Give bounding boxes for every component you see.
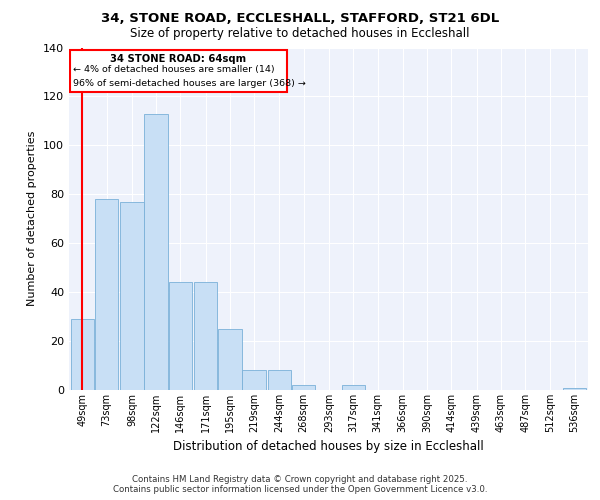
Bar [169,282,192,390]
Bar [268,370,291,390]
Bar [218,329,242,390]
Bar [292,385,316,390]
Bar [563,388,586,390]
Text: Contains HM Land Registry data © Crown copyright and database right 2025.
Contai: Contains HM Land Registry data © Crown c… [113,474,487,494]
Bar [242,370,266,390]
Bar [341,385,365,390]
Y-axis label: Number of detached properties: Number of detached properties [28,131,37,306]
Bar [194,282,217,390]
Text: 34 STONE ROAD: 64sqm: 34 STONE ROAD: 64sqm [110,54,247,64]
Text: ← 4% of detached houses are smaller (14): ← 4% of detached houses are smaller (14) [73,66,275,74]
Bar [70,50,287,92]
Bar [145,114,168,390]
X-axis label: Distribution of detached houses by size in Eccleshall: Distribution of detached houses by size … [173,440,484,454]
Bar [95,199,118,390]
Text: Size of property relative to detached houses in Eccleshall: Size of property relative to detached ho… [130,28,470,40]
Bar [120,202,143,390]
Text: 96% of semi-detached houses are larger (368) →: 96% of semi-detached houses are larger (… [73,78,306,88]
Bar [71,319,94,390]
Text: 34, STONE ROAD, ECCLESHALL, STAFFORD, ST21 6DL: 34, STONE ROAD, ECCLESHALL, STAFFORD, ST… [101,12,499,26]
